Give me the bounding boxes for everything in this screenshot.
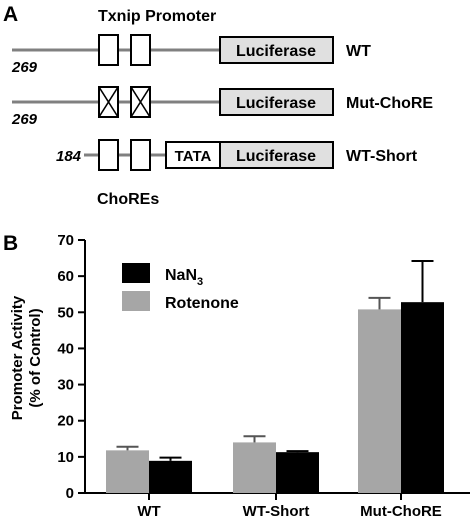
y-tick-label: 40 (57, 340, 74, 357)
chore-box (98, 34, 119, 66)
y-tick-label: 70 (57, 232, 74, 249)
y-tick-label: 10 (57, 449, 74, 466)
legend-swatch-rotenone (122, 291, 150, 311)
bar-rotenone-mut-chore (358, 309, 401, 493)
position-label: 184 (56, 148, 82, 165)
bar-rotenone-wt (106, 450, 149, 493)
x-tick-label: WT (137, 503, 160, 520)
chores-label: ChoREs (97, 191, 159, 208)
tata-label: TATA (175, 148, 212, 165)
bar-chart: Promoter Activity (% of Control) 0102030… (9, 232, 470, 520)
y-tick-label: 20 (57, 413, 74, 430)
legend-label-nan3: NaN3 (165, 267, 203, 288)
luciferase-box (219, 141, 334, 169)
luciferase-label: Luciferase (236, 95, 316, 112)
y-tick-label: 0 (66, 485, 74, 502)
legend-label-rotenone: Rotenone (165, 295, 239, 312)
luciferase-label: Luciferase (236, 148, 316, 165)
y-tick-label: 30 (57, 377, 74, 394)
y-tick-label: 50 (57, 304, 74, 321)
position-label: 269 (11, 59, 38, 76)
construct-mut-chore: Luciferase 269 Mut-ChoRE (11, 86, 433, 128)
legend-nan3-main: NaN (165, 267, 197, 284)
construct-name: WT (346, 43, 371, 60)
chore-box (130, 139, 151, 171)
y-ticks: 0 10 20 30 40 50 60 70 (57, 232, 85, 502)
luciferase-label: Luciferase (236, 43, 316, 60)
legend: NaN3 Rotenone (122, 263, 239, 312)
construct-wt-short: TATA Luciferase 184 WT-Short (56, 139, 418, 171)
panel-a-label: A (3, 3, 18, 26)
bar-rotenone-wt-short (233, 442, 276, 493)
bars (106, 259, 444, 493)
y-axis-label-line1: Promoter Activity (9, 295, 26, 420)
x-tick-labels: WT WT-Short Mut-ChoRE (137, 493, 442, 520)
bar-nan3-mut-chore (401, 302, 444, 493)
position-label: 269 (11, 111, 38, 128)
construct-name: WT-Short (346, 148, 418, 165)
y-axis-label-line2: (% of Control) (27, 308, 44, 407)
construct-name: Mut-ChoRE (346, 95, 433, 112)
promoter-title: Txnip Promoter (98, 8, 216, 25)
legend-swatch-nan3 (122, 263, 150, 283)
legend-nan3-subscript: 3 (197, 276, 203, 288)
chore-box (130, 34, 151, 66)
x-tick-label: Mut-ChoRE (360, 503, 442, 520)
bar-nan3-wt-short (276, 452, 319, 493)
x-tick-label: WT-Short (243, 503, 310, 520)
bar-nan3-wt (149, 460, 192, 493)
construct-wt: Luciferase 269 WT (11, 34, 371, 76)
panel-b-label: B (3, 232, 18, 255)
chore-box (98, 139, 119, 171)
luciferase-box (219, 88, 334, 116)
y-tick-label: 60 (57, 268, 74, 285)
luciferase-box (219, 36, 334, 64)
